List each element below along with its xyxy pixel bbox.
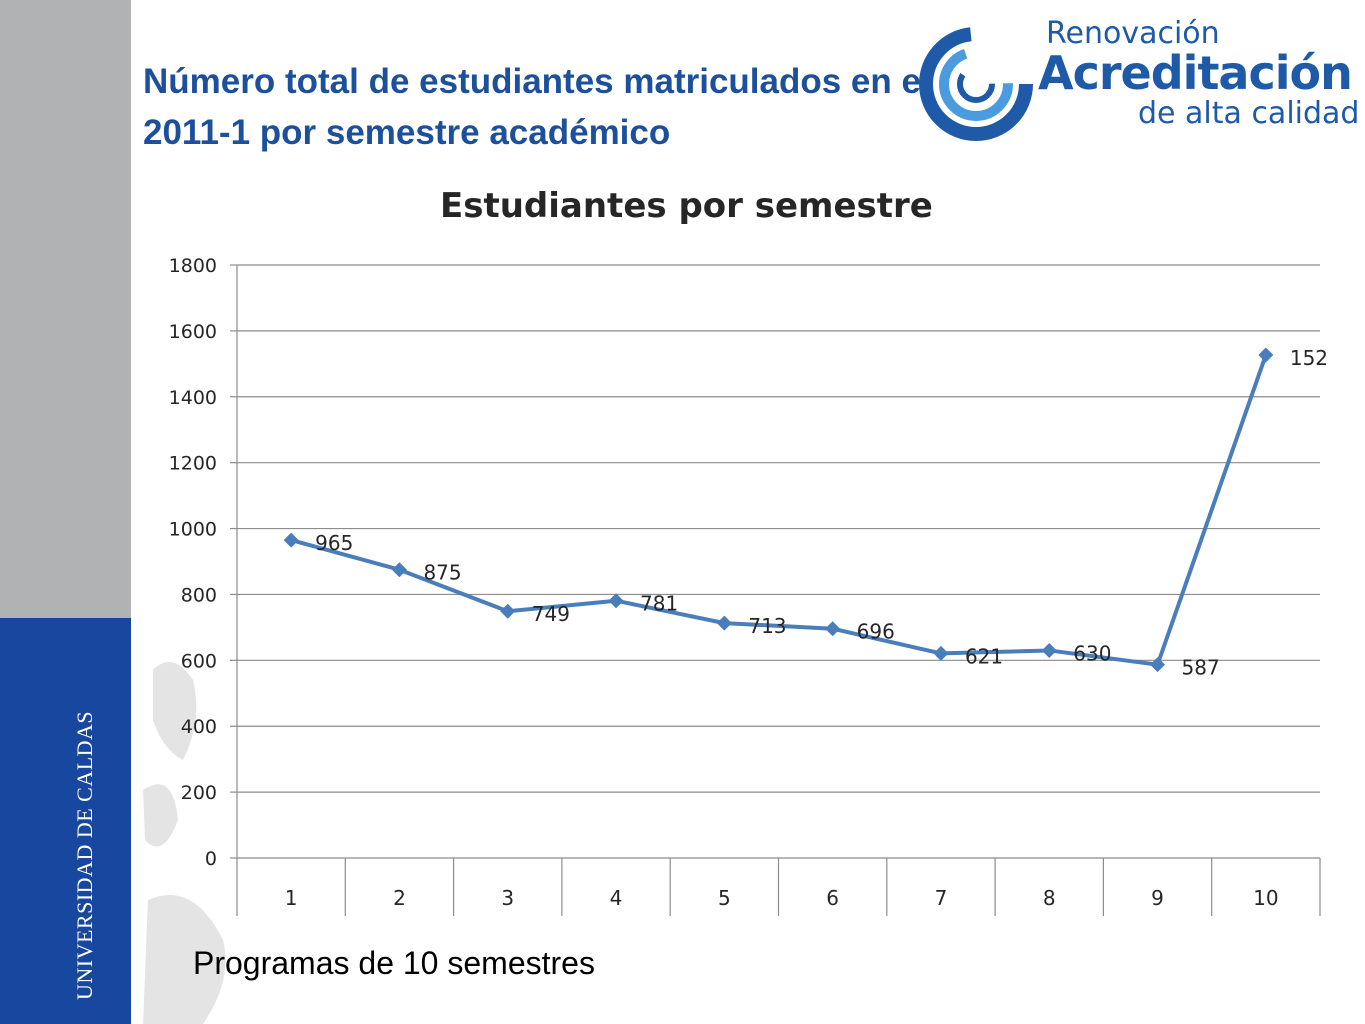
data-label: 713 [748, 614, 786, 638]
y-tick-label: 1400 [169, 387, 217, 409]
logo-acreditacion: Acreditación [1038, 46, 1353, 100]
data-point [500, 603, 516, 619]
data-label: 152 [1290, 346, 1328, 370]
y-tick-label: 1800 [169, 255, 217, 277]
data-point [608, 593, 624, 609]
data-label: 696 [857, 620, 895, 644]
data-label: 621 [965, 644, 1003, 668]
x-tick-label: 4 [610, 886, 623, 910]
x-tick-label: 1 [285, 886, 298, 910]
y-tick-label: 1600 [169, 321, 217, 343]
y-tick-label: 200 [181, 782, 217, 804]
data-point [283, 532, 299, 548]
y-tick-label: 1200 [169, 453, 217, 475]
sidebar-blue-panel [0, 618, 131, 1024]
slide-title: Número total de estudiantes matriculados… [143, 62, 931, 152]
logo-alta-calidad: de alta calidad [1138, 96, 1360, 131]
acreditacion-logo: Renovación Acreditación de alta calidad [918, 12, 1360, 152]
footnote: Programas de 10 semestres [193, 945, 595, 981]
series-line [290, 354, 1268, 667]
x-tick-label: 10 [1253, 886, 1278, 910]
data-label: 781 [640, 592, 678, 616]
data-label: 875 [423, 561, 461, 585]
x-tick-label: 9 [1151, 886, 1164, 910]
sidebar-gray-panel [0, 0, 131, 618]
data-point [933, 645, 949, 661]
data-point [1150, 657, 1166, 673]
y-tick-label: 600 [181, 650, 217, 672]
y-tick-label: 1000 [169, 519, 217, 541]
university-name: UNIVERSIDAD DE CALDAS [72, 710, 97, 1000]
x-tick-label: 3 [501, 886, 514, 910]
data-point [716, 615, 732, 631]
logo-renovacion: Renovación [1046, 16, 1220, 51]
x-tick-label: 8 [1043, 886, 1056, 910]
y-tick-label: 400 [181, 716, 217, 738]
chart-title: Estudiantes por semestre [440, 186, 933, 226]
data-label: 587 [1182, 656, 1220, 680]
line-chart: 0 200 400 600 800 1000 1200 1400 1600 1800 1 2 3 4 5 6 7… [169, 255, 1328, 916]
university-seal-watermark [143, 662, 226, 1024]
swirl-logo-icon [919, 27, 1033, 141]
x-tick-label: 5 [718, 886, 731, 910]
data-label: 965 [315, 531, 353, 555]
x-tick-label: 6 [826, 886, 839, 910]
data-label: 630 [1073, 641, 1111, 665]
data-label: 749 [532, 602, 570, 626]
y-tick-label: 800 [181, 584, 217, 606]
data-point [391, 562, 407, 578]
data-point [825, 621, 841, 637]
data-point [1041, 642, 1057, 658]
x-tick-label: 7 [935, 886, 948, 910]
data-point [1258, 347, 1274, 363]
y-tick-label: 0 [205, 848, 217, 870]
x-tick-label: 2 [393, 886, 406, 910]
